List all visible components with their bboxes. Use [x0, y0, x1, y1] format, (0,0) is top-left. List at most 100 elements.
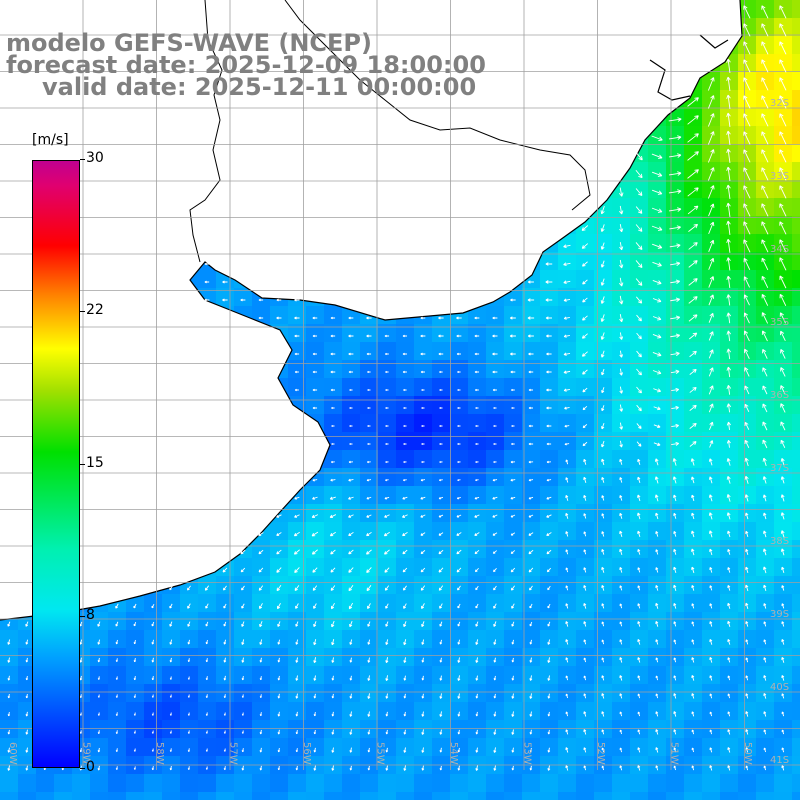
- wind-arrow: [222, 298, 228, 302]
- wind-speed-cell: [756, 612, 775, 631]
- wind-arrow: [600, 260, 605, 268]
- wind-arrow: [493, 711, 497, 717]
- wind-arrow: [312, 406, 318, 410]
- wind-arrow: [691, 711, 695, 717]
- wind-arrow: [671, 405, 679, 410]
- wind-arrow: [366, 496, 372, 500]
- wind-speed-cell: [414, 630, 433, 649]
- wind-speed-cell: [756, 486, 775, 505]
- wind-speed-cell: [756, 90, 775, 109]
- wind-arrow: [384, 352, 389, 356]
- wind-speed-cell: [738, 630, 757, 649]
- wind-arrow: [637, 603, 641, 609]
- wind-speed-cell: [594, 486, 613, 505]
- wind-speed-cell: [324, 324, 343, 343]
- wind-speed-cell: [180, 738, 199, 757]
- wind-arrow: [312, 316, 318, 320]
- wind-speed-cell: [666, 648, 685, 667]
- wind-speed-cell: [684, 486, 703, 505]
- wind-arrow: [600, 242, 605, 250]
- wind-speed-cell: [414, 774, 433, 793]
- wind-speed-cell: [306, 612, 325, 631]
- wind-speed-cell: [414, 468, 433, 487]
- wind-speed-cell: [360, 774, 379, 793]
- wind-arrow: [258, 567, 264, 573]
- wind-speed-cell: [126, 702, 145, 721]
- wind-speed-cell: [540, 432, 559, 451]
- wind-speed-cell: [18, 720, 37, 739]
- wind-arrow: [635, 260, 643, 269]
- wind-speed-cell: [504, 468, 523, 487]
- wind-speed-cell: [720, 576, 739, 595]
- wind-arrow: [420, 532, 426, 536]
- wind-speed-cell: [630, 342, 649, 361]
- wind-arrow: [97, 639, 101, 645]
- wind-speed-cell: [738, 576, 757, 595]
- wind-speed-cell: [666, 486, 685, 505]
- wind-speed-cell: [576, 792, 595, 800]
- wind-speed-cell: [648, 792, 667, 800]
- wind-arrow: [726, 148, 731, 163]
- wind-arrow: [223, 694, 227, 699]
- wind-speed-cell: [684, 288, 703, 307]
- wind-arrow: [457, 442, 461, 446]
- wind-arrow: [727, 567, 731, 573]
- wind-speed-cell: [522, 378, 541, 397]
- wind-arrow: [726, 112, 731, 127]
- wind-arrow: [619, 765, 623, 771]
- wind-speed-cell: [648, 270, 667, 289]
- wind-arrow: [511, 406, 515, 410]
- wind-speed-cell: [630, 594, 649, 613]
- wind-arrow: [582, 424, 588, 429]
- wind-arrow: [133, 694, 137, 699]
- wind-arrow: [277, 657, 281, 663]
- wind-arrow: [258, 532, 264, 536]
- wind-arrow: [384, 549, 390, 555]
- wind-speed-cell: [378, 666, 397, 685]
- wind-speed-cell: [666, 540, 685, 559]
- wind-speed-cell: [180, 612, 199, 631]
- wind-arrow: [691, 585, 695, 591]
- wind-speed-cell: [540, 648, 559, 667]
- wind-speed-cell: [90, 702, 109, 721]
- wind-speed-cell: [432, 594, 451, 613]
- wind-arrow: [529, 657, 533, 663]
- wind-speed-cell: [792, 648, 800, 667]
- wind-arrow: [223, 621, 227, 627]
- wind-speed-cell: [450, 360, 469, 379]
- wind-arrow: [510, 370, 516, 374]
- wind-arrow: [600, 296, 605, 304]
- wind-speed-cell: [468, 432, 487, 451]
- wind-arrow: [780, 330, 786, 342]
- wind-arrow: [582, 315, 588, 321]
- wind-arrow: [547, 657, 551, 663]
- wind-arrow: [709, 711, 713, 717]
- wind-arrow: [438, 316, 444, 320]
- wind-arrow: [457, 424, 461, 428]
- wind-speed-cell: [792, 0, 800, 19]
- wind-speed-cell: [756, 522, 775, 541]
- wind-arrow: [670, 351, 680, 357]
- wind-speed-cell: [612, 630, 631, 649]
- wind-arrow: [493, 621, 497, 627]
- wind-arrow: [565, 477, 569, 483]
- wind-arrow: [456, 532, 462, 536]
- wind-speed-cell: [648, 666, 667, 685]
- wind-arrow: [492, 370, 498, 374]
- wind-speed-cell: [432, 432, 451, 451]
- wind-arrow: [204, 262, 210, 266]
- colorbar-tick-0: 0: [80, 759, 95, 775]
- wind-speed-cell: [792, 324, 800, 343]
- wind-arrow: [420, 550, 426, 555]
- wind-speed-cell: [486, 378, 505, 397]
- wind-arrow: [619, 440, 623, 448]
- wind-arrow: [97, 621, 101, 627]
- wind-speed-cell: [306, 360, 325, 379]
- wind-speed-cell: [558, 594, 577, 613]
- wind-speed-cell: [450, 738, 469, 757]
- wind-speed-cell: [738, 774, 757, 793]
- wind-speed-cell: [126, 630, 145, 649]
- wind-arrow: [475, 442, 479, 446]
- wind-speed-cell: [270, 540, 289, 559]
- wind-speed-cell: [144, 702, 163, 721]
